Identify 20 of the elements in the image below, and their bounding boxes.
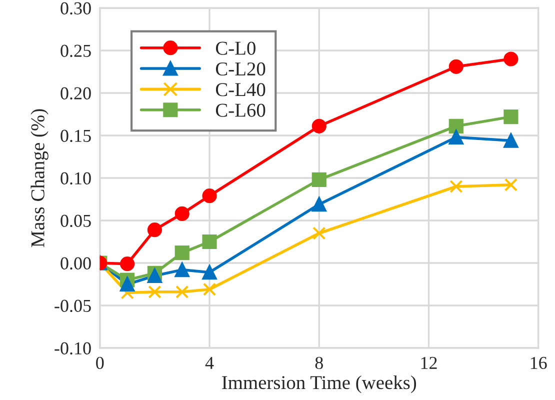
- x-tick-label: 0: [96, 356, 104, 370]
- y-tick-label: 0.15: [60, 130, 91, 142]
- x-tick-label: 16: [530, 356, 547, 370]
- y-tick-label: 0.20: [60, 87, 91, 100]
- x-tick-label: 12: [421, 356, 437, 369]
- y-tick-label: 0.00: [60, 257, 91, 270]
- y-tick-label: 0.25: [60, 44, 91, 58]
- y-tick-label: 0.30: [60, 2, 91, 15]
- legend-label: C-L20: [216, 62, 266, 76]
- y-axis-title: Mass Change (%): [30, 109, 48, 248]
- x-tick-label: 4: [205, 356, 214, 369]
- x-axis-title: Immersion Time (weeks): [222, 375, 416, 394]
- y-tick-label: 0.10: [60, 172, 91, 185]
- legend-label: C-L0: [216, 42, 256, 55]
- y-tick-label: 0.05: [60, 214, 91, 228]
- legend-label: C-L40: [216, 83, 266, 96]
- legend-label: C-L60: [216, 104, 266, 117]
- x-tick-label: 8: [315, 356, 323, 370]
- y-tick-label: -0.05: [54, 300, 91, 312]
- y-tick-label: -0.10: [54, 342, 91, 355]
